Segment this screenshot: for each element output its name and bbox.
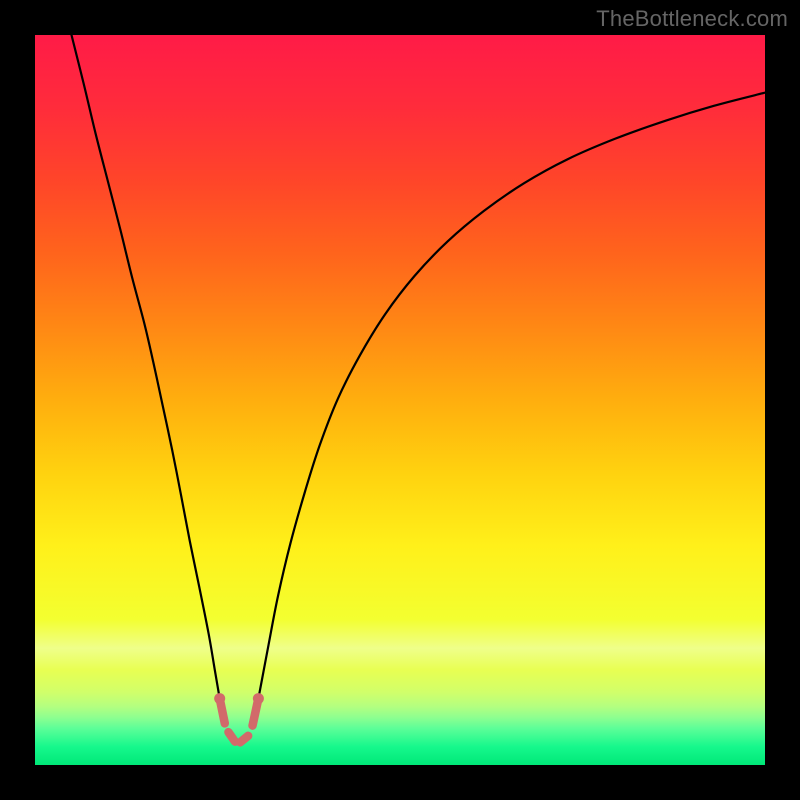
valley-endpoint-dot (214, 693, 225, 704)
valley-segment (240, 736, 248, 743)
bottleneck-curve-chart (35, 35, 765, 765)
gradient-background (35, 35, 765, 765)
valley-endpoint-dot (253, 693, 264, 704)
valley-segment (228, 732, 235, 741)
chart-frame: TheBottleneck.com (0, 0, 800, 800)
watermark-text: TheBottleneck.com (596, 6, 788, 32)
plot-area (35, 35, 765, 765)
